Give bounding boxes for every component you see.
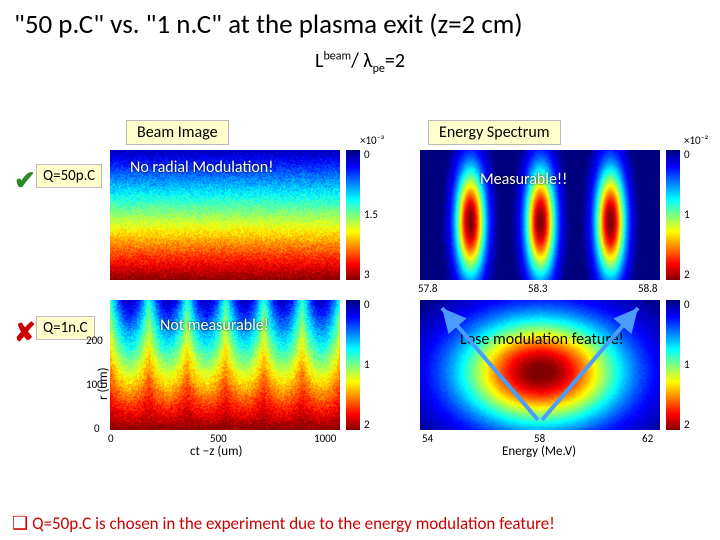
lb2: 2 [364,418,370,431]
cross-mark: ✘ [14,316,36,348]
right-header: Energy Spectrum [428,120,561,145]
lb1: 1 [364,358,370,371]
rb0: 0 [684,298,690,311]
rbx2: 62 [642,432,653,445]
right-scale: ×10⁻² [684,134,708,147]
cbar-right-bot [666,300,680,430]
overlay-tl: No radial Modulation! [130,158,273,177]
lt1: 1.5 [364,208,378,221]
ly2: 0 [94,422,100,435]
check-mark: ✔ [14,164,36,196]
rt0: 0 [684,148,690,161]
conclusion: ❑Q=50p.C is chosen in the experiment due… [12,512,555,534]
rt2: 2 [684,268,690,281]
rtx0: 57.8 [418,282,438,295]
cbar-left-bot [346,300,360,430]
lt0: 0 [364,148,370,161]
xlabel-left: ct −z (um) [190,444,242,459]
rb2: 2 [684,418,690,431]
q-top: Q=50p.C [36,164,102,188]
lb0: 0 [364,298,370,311]
rb1: 1 [684,358,690,371]
lt2: 3 [364,268,370,281]
rtx2: 58.8 [638,282,658,295]
page-title: "50 p.C" vs. "1 n.C" at the plasma exit … [0,0,720,45]
cbar-right-top [666,150,680,280]
subtitle: Lbeam/ λpe=2 [0,49,720,76]
cbar-left-top [346,150,360,280]
lx2: 1000 [314,432,336,445]
left-header: Beam Image [126,120,229,145]
left-scale: ×10⁻³ [360,134,384,147]
overlay-bl: Not measurable! [160,316,269,335]
xlabel-right: Energy (Me.V) [502,444,576,459]
conclusion-text: Q=50p.C is chosen in the experiment due … [32,513,555,534]
ly0: 200 [86,334,103,347]
rtx1: 58.3 [528,282,548,295]
lx0: 0 [108,432,114,445]
rbx0: 54 [422,432,433,445]
rt1: 1 [684,208,690,221]
overlay-tr: Measurable!! [480,170,567,189]
ly1: 100 [86,378,103,391]
chart-grid: Beam Image Energy Spectrum ✔ Q=50p.C ✘ Q… [0,120,720,480]
arrow-left [420,300,660,430]
